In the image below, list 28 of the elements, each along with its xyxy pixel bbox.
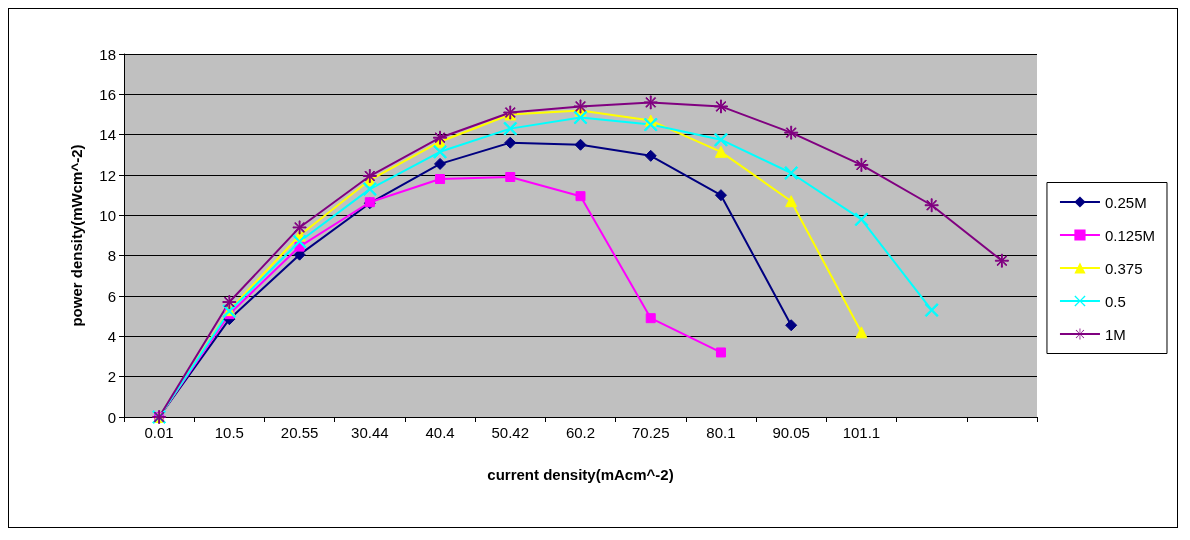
legend-label: 1M (1104, 325, 1126, 343)
x-tick-label: 0.01 (144, 424, 174, 441)
x-tick-label: 10.5 (214, 424, 244, 441)
x-tick-label: 20.55 (280, 424, 319, 441)
legend-label: 0.5 (1104, 292, 1126, 310)
x-tick-label: 70.25 (631, 424, 670, 441)
y-tick-label: 14 (99, 126, 116, 144)
y-tick-label: 8 (107, 247, 116, 265)
x-tick-label: 40.4 (425, 424, 455, 441)
y-tick-label: 12 (99, 166, 116, 184)
x-axis-title: current density(mAcm^-2) (487, 466, 674, 483)
y-axis-title: power density(mWcm^-2) (68, 144, 85, 327)
x-tick-label: 50.42 (491, 424, 530, 441)
x-tick-label: 30.44 (351, 424, 389, 441)
y-tick-label: 4 (107, 327, 116, 345)
x-tick-label: 90.05 (772, 424, 810, 441)
x-tick-label: 60.2 (565, 424, 596, 441)
legend-label: 0.125M (1104, 226, 1156, 244)
x-tick-label: 80.1 (706, 424, 736, 441)
y-tick-label: 0 (107, 408, 116, 426)
legend-label: 0.25M (1104, 193, 1147, 211)
y-tick-label: 18 (99, 45, 116, 63)
y-tick-label: 16 (99, 85, 116, 103)
y-tick-label: 2 (107, 368, 116, 386)
y-tick-label: 6 (107, 287, 116, 305)
legend-label: 0.375 (1104, 259, 1143, 277)
x-tick-label: 101.1 (842, 424, 881, 441)
y-tick-label: 10 (99, 206, 116, 224)
